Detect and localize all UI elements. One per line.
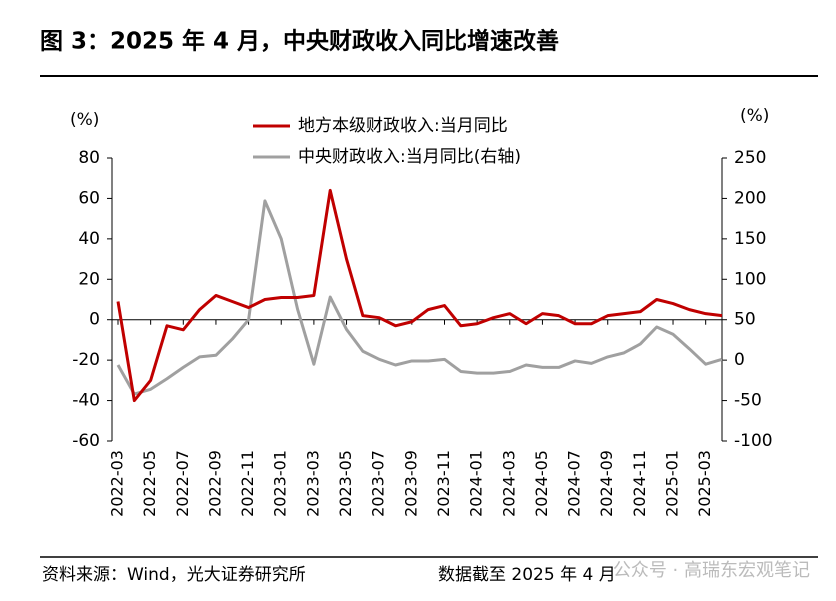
- x-tick-label: 2024-11: [630, 450, 649, 517]
- y2-tick-label: 0: [734, 350, 745, 370]
- x-tick-label: 2023-09: [401, 450, 420, 517]
- legend-label: 地方本级财政收入:当月同比: [298, 116, 508, 136]
- y-tick-label: -60: [72, 431, 100, 451]
- x-tick-label: 2023-05: [336, 450, 355, 517]
- x-tick-label: 2023-01: [271, 450, 290, 517]
- x-tick-label: 2022-07: [173, 450, 192, 517]
- y-tick-label: 20: [78, 269, 100, 289]
- y2-tick-label: 50: [734, 310, 756, 330]
- series-line: [116, 199, 723, 396]
- y2-tick-label: -50: [734, 391, 762, 411]
- chart-title: 图 3：2025 年 4 月，中央财政收入同比增速改善: [40, 28, 559, 55]
- x-tick-label: 2025-03: [695, 450, 714, 517]
- x-tick-label: 2023-07: [369, 450, 388, 517]
- y-tick-label: -40: [72, 391, 100, 411]
- watermark: 公众号 · 高瑞东宏观笔记: [613, 560, 810, 581]
- x-tick-label: 2023-03: [303, 450, 322, 517]
- y2-tick-label: -100: [734, 431, 773, 451]
- y-tick-label: 40: [78, 229, 100, 249]
- y-tick-label: -20: [72, 350, 100, 370]
- x-tick-label: 2025-01: [663, 450, 682, 517]
- x-tick-label: 2023-11: [434, 450, 453, 517]
- y-unit: (%): [70, 110, 99, 130]
- x-tick-label: 2022-11: [238, 450, 257, 517]
- y-tick-label: 60: [78, 188, 100, 208]
- x-tick-label: 2024-07: [565, 450, 584, 517]
- y-tick-label: 80: [78, 148, 100, 168]
- y2-tick-label: 200: [734, 188, 766, 208]
- y2-tick-label: 150: [734, 229, 766, 249]
- y2-tick-label: 100: [734, 269, 766, 289]
- legend-label: 中央财政收入:当月同比(右轴): [298, 147, 521, 167]
- x-tick-label: 2024-09: [597, 450, 616, 517]
- series-line: [116, 188, 723, 403]
- y2-unit: (%): [740, 106, 769, 126]
- x-tick-label: 2024-05: [532, 450, 551, 517]
- x-tick-label: 2024-01: [467, 450, 486, 517]
- y-tick-label: 0: [89, 310, 100, 330]
- note: 数据截至 2025 年 4 月: [438, 565, 616, 585]
- source: 资料来源：Wind，光大证券研究所: [42, 565, 306, 585]
- x-tick-label: 2024-03: [499, 450, 518, 517]
- y2-tick-label: 250: [734, 148, 766, 168]
- x-tick-label: 2022-03: [108, 450, 127, 517]
- x-tick-label: 2022-09: [205, 450, 224, 517]
- x-tick-label: 2022-05: [140, 450, 159, 517]
